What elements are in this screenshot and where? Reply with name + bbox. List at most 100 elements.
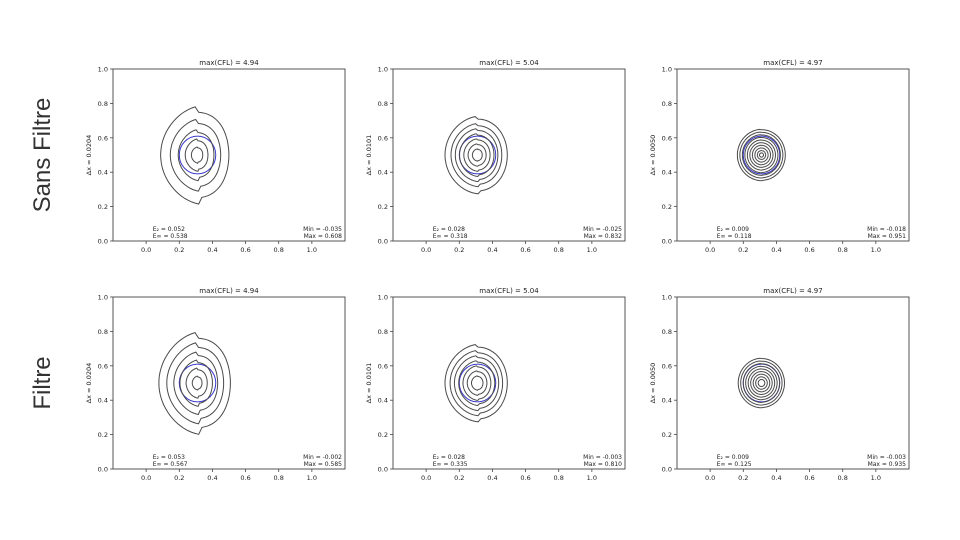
x-tick-label: 0.6 [804, 246, 814, 254]
chart-title: max(CFL) = 4.94 [199, 59, 259, 67]
y-tick-label: 0.0 [662, 466, 672, 474]
annotation-min: Min = -0.025 [583, 226, 622, 233]
contour-line [179, 359, 213, 407]
x-tick-label: 0.4 [207, 246, 217, 254]
contour-line [745, 365, 778, 401]
annotation-e2: E₂ = 0.028 [433, 226, 465, 233]
contour-line [444, 344, 508, 423]
contour-line [449, 350, 504, 417]
contour-line [741, 134, 781, 176]
annotation-max: Max = 0.608 [304, 233, 343, 240]
chart-title: max(CFL) = 5.04 [479, 59, 539, 67]
contour-line [458, 360, 496, 407]
x-tick-label: 1.0 [587, 474, 597, 482]
contour-line [454, 128, 499, 183]
x-tick-label: 0.8 [838, 246, 848, 254]
y-tick-label: 0.0 [98, 238, 108, 246]
annotation-einf: E∞ = 0.118 [717, 233, 752, 240]
x-tick-label: 0.2 [454, 474, 464, 482]
y-tick-label: 0.2 [378, 203, 388, 211]
y-tick-label: 0.2 [98, 203, 108, 211]
contour-line [450, 123, 503, 188]
annotation-max: Max = 0.951 [868, 233, 907, 240]
chart-panel: max(CFL) = 5.04 0.0 0.2 0.4 0.6 0.8 1.0 0.0 0.2 0… [365, 287, 626, 482]
contour-line [467, 143, 487, 167]
contour-line [173, 351, 219, 416]
contour-line [466, 370, 488, 396]
contour-line [459, 133, 495, 178]
y-tick-label: 1.0 [98, 294, 108, 302]
x-tick-label: 1.0 [587, 246, 597, 254]
contour-line [191, 375, 203, 391]
annotation-e2: E₂ = 0.053 [153, 454, 185, 461]
contour-line [166, 342, 225, 425]
y-tick-label: 0.6 [378, 362, 388, 370]
y-tick-label: 0.2 [98, 431, 108, 439]
x-tick-label: 0.8 [838, 474, 848, 482]
x-tick-label: 0.4 [487, 474, 497, 482]
y-tick-label: 0.4 [98, 397, 108, 405]
contour-line [169, 118, 222, 192]
contour-line [750, 370, 773, 395]
plot-frame [112, 296, 346, 470]
y-tick-label: 0.0 [378, 466, 388, 474]
y-tick-label: 0.2 [378, 431, 388, 439]
annotation-min: Min = -0.018 [867, 226, 906, 233]
y-tick-label: 0.8 [98, 328, 108, 336]
y-axis-label: Δx = 0.0204 [85, 363, 93, 404]
annotation-max: Max = 0.935 [868, 461, 907, 468]
x-tick-label: 0.8 [274, 246, 284, 254]
y-axis-label: Δx = 0.0101 [365, 363, 373, 404]
x-tick-label: 1.0 [307, 474, 317, 482]
annotation-e2: E₂ = 0.009 [717, 454, 749, 461]
reference-contour [458, 363, 497, 403]
y-axis-label: Δx = 0.0050 [649, 135, 657, 176]
chart-panel: max(CFL) = 4.94 0.0 0.2 0.4 0.6 0.8 1.0 0.0 0.2 0… [85, 287, 346, 482]
x-tick-label: 0.2 [174, 474, 184, 482]
y-tick-label: 0.4 [378, 397, 388, 405]
y-tick-label: 0.2 [662, 431, 672, 439]
y-tick-label: 0.4 [662, 397, 672, 405]
contour-line [747, 368, 776, 398]
annotation-einf: E∞ = 0.538 [153, 233, 188, 240]
x-tick-label: 0.0 [141, 246, 151, 254]
y-tick-label: 0.6 [662, 362, 672, 370]
y-tick-label: 0.4 [662, 169, 672, 177]
y-tick-label: 0.2 [662, 203, 672, 211]
contour-line [190, 146, 204, 164]
x-tick-label: 1.0 [307, 246, 317, 254]
y-tick-label: 0.6 [662, 134, 672, 142]
x-tick-label: 0.0 [421, 246, 431, 254]
x-tick-label: 1.0 [871, 474, 881, 482]
y-tick-label: 0.6 [98, 362, 108, 370]
y-tick-label: 0.6 [98, 134, 108, 142]
annotation-einf: E∞ = 0.318 [433, 233, 468, 240]
x-tick-label: 0.6 [520, 246, 530, 254]
annotation-einf: E∞ = 0.125 [717, 461, 752, 468]
y-axis-label: Δx = 0.0204 [85, 135, 93, 176]
contour-line [185, 367, 208, 399]
x-tick-label: 0.2 [174, 246, 184, 254]
contour-line [471, 375, 484, 391]
contour-line [749, 142, 774, 168]
annotation-min: Min = -0.002 [303, 454, 342, 461]
plot-frame [392, 68, 626, 242]
reference-contour [742, 135, 781, 175]
annotation-max: Max = 0.832 [584, 233, 623, 240]
contour-line [471, 148, 483, 162]
contour-line [463, 138, 491, 172]
annotation-min: Min = -0.003 [867, 454, 906, 461]
contour-line [746, 139, 777, 171]
contour-line [759, 152, 764, 158]
contour-line [160, 106, 230, 205]
y-tick-label: 0.0 [378, 238, 388, 246]
plot-frame [676, 296, 910, 470]
chart-title: max(CFL) = 5.04 [479, 287, 539, 295]
x-tick-label: 0.0 [705, 246, 715, 254]
contour-line [158, 331, 231, 435]
contour-line [739, 131, 784, 179]
contour-line [756, 150, 767, 160]
annotation-max: Max = 0.810 [584, 461, 623, 468]
y-tick-label: 0.8 [98, 100, 108, 108]
contour-line [453, 355, 500, 412]
